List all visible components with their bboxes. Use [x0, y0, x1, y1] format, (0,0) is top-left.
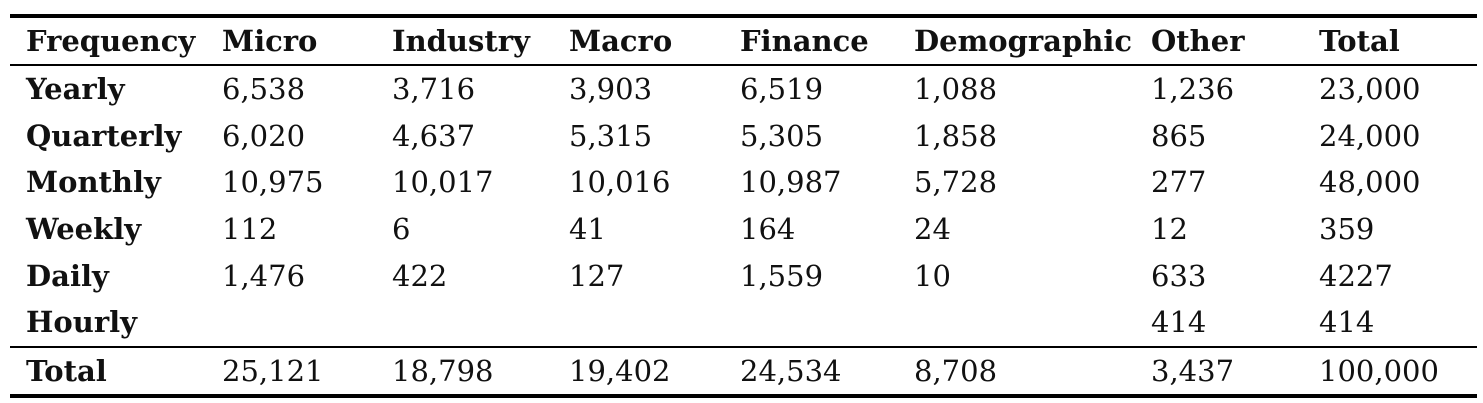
column-header: Micro [222, 24, 318, 58]
table-cell: 5,728 [914, 165, 998, 200]
table-cell: 164 [740, 212, 796, 247]
table-cell: 3,903 [569, 72, 653, 107]
table-cell: 112 [222, 212, 278, 247]
table-cell [376, 299, 553, 347]
table-cell: 414 [1319, 305, 1375, 340]
table-cell: 865 [1151, 118, 1207, 153]
table-cell: 6,519 [740, 72, 824, 107]
total-cell: 8,708 [914, 353, 998, 388]
total-cell: 19,402 [569, 353, 671, 388]
total-cell: 18,798 [392, 353, 494, 388]
table-cell [898, 299, 1135, 347]
table-cell: 4,637 [392, 118, 476, 153]
table-row-yearly: Yearly 6,538 3,716 3,903 6,519 1,088 1,2… [10, 65, 1477, 113]
row-label: Daily [26, 258, 109, 293]
table-cell: 48,000 [1319, 165, 1421, 200]
data-table-container: Frequency Micro Industry Macro Finance D… [10, 14, 1477, 398]
table-cell: 6,020 [222, 118, 306, 153]
table-cell: 422 [392, 258, 448, 293]
table-cell: 1,559 [740, 258, 824, 293]
table-cell: 1,476 [222, 258, 306, 293]
row-label: Monthly [26, 165, 161, 200]
table-cell: 10,987 [740, 165, 842, 200]
total-label: Total [26, 353, 107, 388]
column-header: Finance [740, 24, 869, 58]
table-row-daily: Daily 1,476 422 127 1,559 10 633 4227 [10, 252, 1477, 299]
header-row: Frequency Micro Industry Macro Finance D… [10, 16, 1477, 65]
table-cell: 359 [1319, 212, 1375, 247]
table-cell: 24,000 [1319, 118, 1421, 153]
table-cell: 24 [914, 212, 951, 247]
table-cell [553, 299, 724, 347]
table-cell: 277 [1151, 165, 1207, 200]
column-header: Industry [392, 24, 530, 58]
table-cell: 414 [1151, 305, 1207, 340]
total-cell: 100,000 [1319, 353, 1439, 388]
table-cell [206, 299, 376, 347]
table-cell: 5,305 [740, 118, 824, 153]
table-cell: 23,000 [1319, 72, 1421, 107]
table-cell: 10,016 [569, 165, 671, 200]
table-cell: 1,088 [914, 72, 998, 107]
total-cell: 24,534 [740, 353, 842, 388]
frequency-domain-table: Frequency Micro Industry Macro Finance D… [10, 14, 1477, 398]
table-cell: 1,858 [914, 118, 998, 153]
table-row-weekly: Weekly 112 6 41 164 24 12 359 [10, 206, 1477, 253]
table-total-row: Total 25,121 18,798 19,402 24,534 8,708 … [10, 346, 1477, 396]
table-cell: 633 [1151, 258, 1207, 293]
table-cell: 4227 [1319, 258, 1393, 293]
table-cell: 10 [914, 258, 951, 293]
row-label: Quarterly [26, 118, 182, 153]
column-header: Other [1151, 24, 1245, 58]
table-cell: 3,716 [392, 72, 476, 107]
table-cell [724, 299, 898, 347]
table-cell: 10,975 [222, 165, 324, 200]
column-header: Macro [569, 24, 673, 58]
table-row-quarterly: Quarterly 6,020 4,637 5,315 5,305 1,858 … [10, 113, 1477, 160]
column-header: Total [1319, 24, 1400, 58]
row-label: Weekly [26, 212, 142, 247]
total-cell: 3,437 [1151, 353, 1235, 388]
table-row-hourly: Hourly 414 414 [10, 299, 1477, 347]
table-cell: 127 [569, 258, 625, 293]
total-cell: 25,121 [222, 353, 324, 388]
table-cell: 6,538 [222, 72, 306, 107]
table-cell: 10,017 [392, 165, 494, 200]
row-label: Yearly [26, 72, 125, 107]
table-cell: 1,236 [1151, 72, 1235, 107]
table-cell: 6 [392, 212, 411, 247]
row-label: Hourly [26, 305, 137, 340]
column-header: Frequency [26, 24, 196, 58]
column-header: Demographic [914, 24, 1133, 58]
table-cell: 5,315 [569, 118, 653, 153]
table-row-monthly: Monthly 10,975 10,017 10,016 10,987 5,72… [10, 159, 1477, 206]
table-cell: 12 [1151, 212, 1188, 247]
table-cell: 41 [569, 212, 606, 247]
